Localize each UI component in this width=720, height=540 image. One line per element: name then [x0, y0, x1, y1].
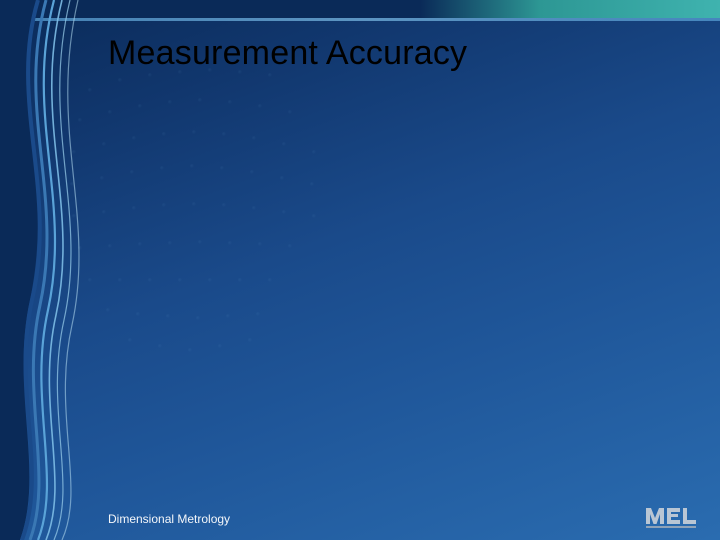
mel-logo [644, 504, 702, 530]
footer-text: Dimensional Metrology [108, 512, 230, 526]
top-bar-accent [420, 0, 720, 18]
slide: Measurement Accuracy Dimensional Metrolo… [0, 0, 720, 540]
globe-dots-decoration [30, 40, 390, 400]
top-bar-underline [0, 18, 720, 21]
slide-title: Measurement Accuracy [108, 34, 467, 73]
left-swoosh-decoration [0, 0, 120, 540]
